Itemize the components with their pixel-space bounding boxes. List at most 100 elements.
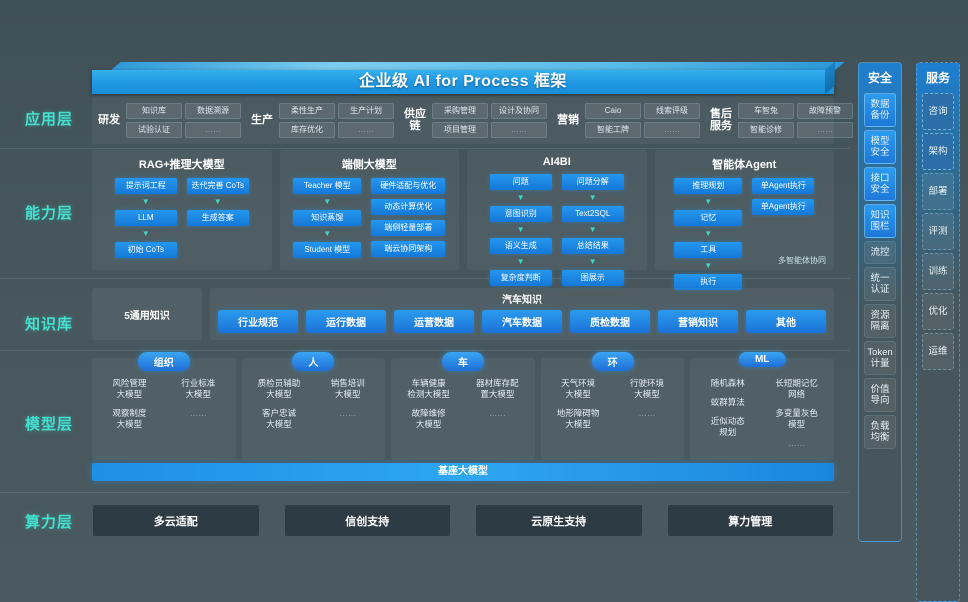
capability-node[interactable]: 提示词工程 [114,178,177,194]
app-chip[interactable]: 智能诊修 [738,121,794,138]
model-item[interactable]: 近似动态 规划 [710,416,745,437]
compute-button[interactable]: 信创支持 [283,504,451,537]
app-chip[interactable]: 库存优化 [279,121,335,138]
security-item[interactable]: 知识围栏 [864,204,896,238]
compute-button[interactable]: 云原生支持 [475,504,643,537]
model-group-pill[interactable]: 环 [591,352,634,371]
capability-node[interactable]: 工具 [674,242,743,258]
knowledge-chip[interactable]: 运行数据 [306,310,386,333]
service-item[interactable]: 部署 [922,173,954,210]
model-item[interactable]: 观察制度 大模型 [112,408,147,429]
security-item[interactable]: 模型安全 [864,130,896,164]
security-item[interactable]: 流控 [864,241,896,264]
security-item[interactable]: 接口安全 [864,167,896,201]
service-item[interactable]: 优化 [922,293,954,330]
app-chip[interactable]: 知识库 [126,102,182,119]
capability-node[interactable]: 语义生成 [489,238,552,254]
model-item[interactable]: 蚁群算法 [710,397,745,407]
app-chip[interactable]: 柔性生产 [279,102,335,119]
model-item[interactable]: 随机森林 [710,378,745,388]
base-model-bar[interactable]: 基座大模型 [92,463,834,481]
capability-node[interactable]: LLM [114,210,177,226]
capability-node[interactable]: 意图识别 [489,206,552,222]
capability-node[interactable]: 记忆 [674,210,743,226]
model-item[interactable]: …… [189,408,207,418]
model-item[interactable]: 长短期记忆 网络 [775,378,818,399]
app-chip[interactable]: …… [797,121,853,138]
service-item[interactable]: 评测 [922,213,954,250]
capability-node[interactable]: 图展示 [561,270,624,286]
model-item[interactable]: 风险管理 大模型 [112,378,147,399]
app-chip[interactable]: …… [338,121,394,138]
model-item[interactable]: 行驶环境 大模型 [629,378,664,399]
app-chip[interactable]: 车智兔 [738,102,794,119]
security-item[interactable]: 资源隔离 [864,304,896,338]
model-item[interactable]: 地形障碍物 大模型 [556,408,600,429]
security-item[interactable]: 数据备份 [864,93,896,127]
model-item[interactable]: 多变量灰色 模型 [775,408,818,429]
knowledge-chip[interactable]: 营销知识 [658,310,738,333]
capability-node[interactable]: 端云协同架构 [371,241,446,257]
app-chip[interactable]: …… [185,121,241,138]
knowledge-chip[interactable]: 运营数据 [394,310,474,333]
capability-node[interactable]: Teacher 模型 [293,178,362,194]
capability-node[interactable]: 复杂度判断 [489,270,552,286]
app-chip[interactable]: 项目管理 [432,121,488,138]
security-item[interactable]: 价值导向 [864,378,896,412]
capability-node[interactable]: 迭代完善 CoTs [186,178,249,194]
general-knowledge-box[interactable]: 5通用知识 [92,288,202,340]
capability-node[interactable]: Student 模型 [293,242,362,258]
model-item[interactable]: …… [339,408,357,418]
app-chip[interactable]: 故障预警 [797,102,853,119]
compute-button[interactable]: 算力管理 [666,504,834,537]
capability-node[interactable]: 推理规划 [674,178,743,194]
app-chip[interactable]: …… [491,121,547,138]
security-item[interactable]: 统一认证 [864,267,896,301]
app-chip[interactable]: 数据溯源 [185,102,241,119]
capability-node[interactable]: 知识蒸馏 [293,210,362,226]
service-item[interactable]: 训练 [922,253,954,290]
model-group-pill[interactable]: 组织 [137,352,190,371]
model-group-pill[interactable]: ML [738,352,786,367]
capability-node[interactable]: 端侧轻量部署 [371,220,446,236]
app-chip[interactable]: 试验认证 [126,121,182,138]
capability-node[interactable]: 总结结果 [561,238,624,254]
app-chip[interactable]: 线索评级 [644,102,700,119]
model-item[interactable]: 故障维修 大模型 [411,408,446,429]
app-chip[interactable]: 生产计划 [338,102,394,119]
model-item[interactable]: 天气环境 大模型 [561,378,596,399]
capability-node[interactable]: 单Agent执行 [752,178,815,194]
model-group-pill[interactable]: 车 [441,352,484,371]
app-chip[interactable]: Caio [585,102,641,119]
model-item[interactable]: …… [638,408,656,418]
capability-node[interactable]: 生成答案 [186,210,249,226]
security-item[interactable]: Token计量 [864,341,896,375]
knowledge-chip[interactable]: 行业规范 [218,310,298,333]
model-item[interactable]: 器材库存配 置大模型 [476,378,519,399]
service-item[interactable]: 架构 [922,133,954,170]
knowledge-chip[interactable]: 汽车数据 [482,310,562,333]
knowledge-chip[interactable]: 质检数据 [570,310,650,333]
model-item[interactable]: 销售培训 大模型 [330,378,365,399]
service-item[interactable]: 咨询 [922,93,954,130]
model-item[interactable]: 车辆健康 检测大模型 [407,378,450,399]
model-item[interactable]: 客户忠诚 大模型 [261,408,296,429]
model-group-pill[interactable]: 人 [292,352,335,371]
capability-node[interactable]: 硬件适配与优化 [371,178,446,194]
model-item[interactable]: 质检员辅助 大模型 [257,378,301,399]
capability-node[interactable]: 问题分解 [561,174,624,190]
model-item[interactable]: 行业标准 大模型 [181,378,216,399]
capability-node[interactable]: 初始 CoTs [114,242,177,258]
compute-button[interactable]: 多云适配 [92,504,260,537]
capability-node[interactable]: 执行 [674,274,743,290]
service-item[interactable]: 运维 [922,333,954,370]
capability-node[interactable]: Text2SQL [561,206,624,222]
capability-node[interactable]: 动态计算优化 [371,199,446,215]
app-chip[interactable]: 采购管理 [432,102,488,119]
knowledge-chip[interactable]: 其他 [746,310,826,333]
model-item[interactable]: …… [788,438,806,448]
app-chip[interactable]: …… [644,121,700,138]
capability-node[interactable]: 单Agent执行 [752,199,815,215]
security-item[interactable]: 负载均衡 [864,415,896,449]
app-chip[interactable]: 智能工牌 [585,121,641,138]
